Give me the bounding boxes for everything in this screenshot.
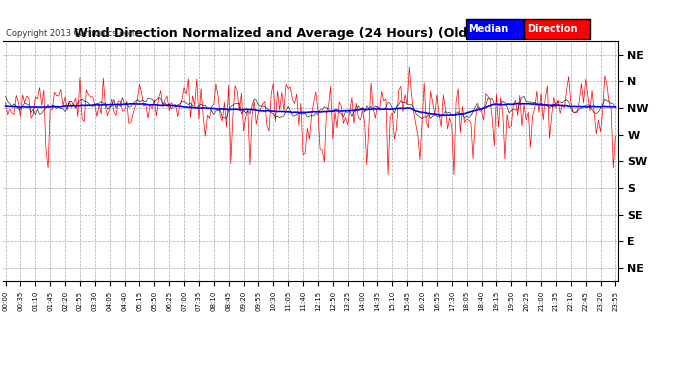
Title: Wind Direction Normalized and Average (24 Hours) (Old) 20130215: Wind Direction Normalized and Average (2…	[74, 27, 547, 40]
Text: Median: Median	[469, 24, 509, 34]
Text: Copyright 2013 Cartronics.com: Copyright 2013 Cartronics.com	[6, 28, 137, 38]
Text: Direction: Direction	[527, 24, 578, 34]
